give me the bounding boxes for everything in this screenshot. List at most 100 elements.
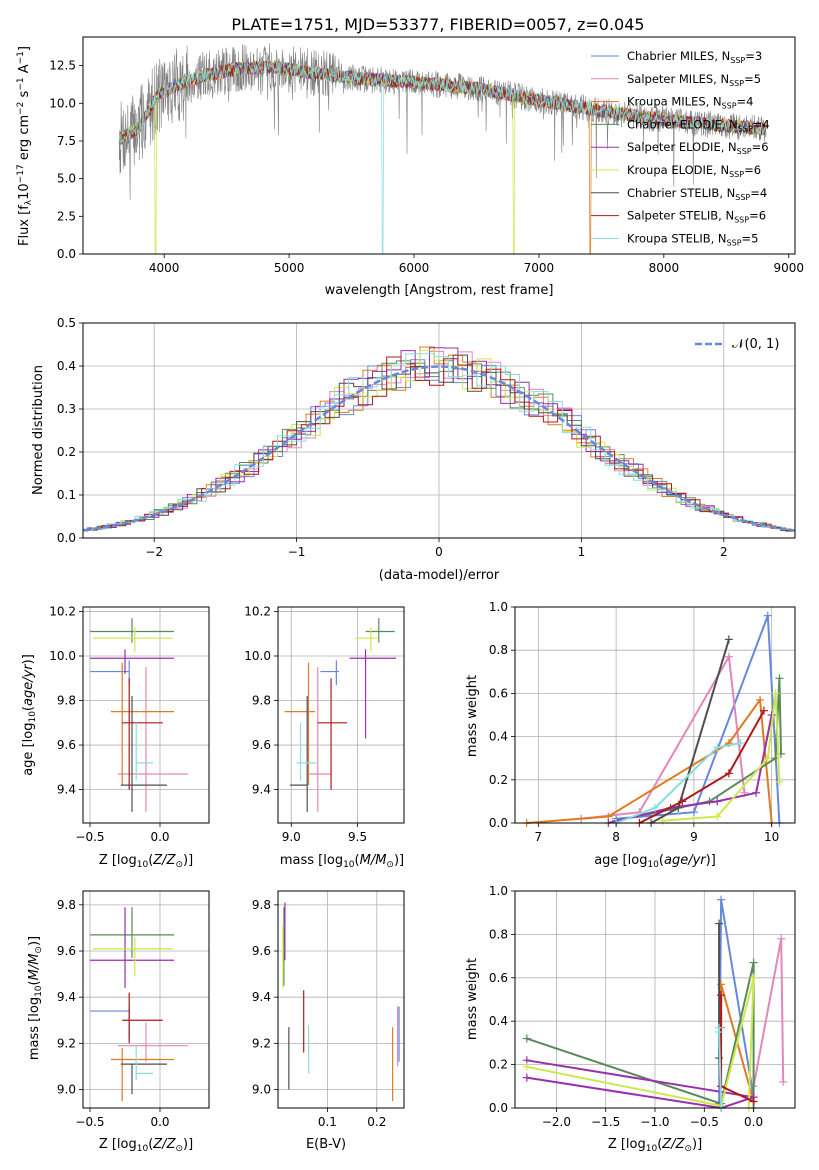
y-tick-label: 1.0 — [489, 600, 508, 614]
y-tick-label: 9.8 — [57, 694, 76, 708]
mass-weight-line — [615, 742, 741, 824]
x-tick-label: 2 — [720, 545, 728, 559]
p3-ylabel: age [log10(age/yr)] — [21, 654, 38, 776]
y-tick-label: 2.5 — [57, 209, 76, 223]
y-tick-label: 9.8 — [57, 898, 76, 912]
histogram-step-line — [83, 353, 795, 531]
y-tick-label: 9.8 — [252, 694, 271, 708]
legend-label-nssp: =4 — [753, 117, 770, 131]
spectrum-ylabel: Flux [fλ10−17 erg cm−2 s−1 A−1] — [16, 46, 34, 246]
model-spectrum-line — [118, 59, 767, 254]
legend-label: Chabrier STELIB, NSSP=4 — [627, 186, 767, 202]
x-tick-label: 0.0 — [150, 830, 169, 844]
x-tick-label: 9 — [690, 830, 698, 844]
gaussian-curve — [83, 365, 795, 532]
x-tick-label: 0.0 — [150, 1115, 169, 1129]
legend-label-nssp: =5 — [742, 231, 759, 245]
legend-label-text: Chabrier STELIB, N — [627, 186, 735, 200]
x-tick-label: 7000 — [524, 261, 555, 275]
p3-xlabel: Z [log10(Z/Z⊙)] — [99, 853, 193, 870]
y-tick-label: 0.8 — [489, 643, 508, 657]
x-tick-label: −1.5 — [591, 1115, 620, 1129]
histogram-step-line — [83, 354, 795, 533]
legend-label-subscript: SSP — [722, 102, 737, 111]
legend-label: Salpeter STELIB, NSSP=6 — [627, 209, 766, 225]
p4-xlabel: mass [log10(M/M⊙)] — [280, 853, 404, 870]
y-tick-label: 0.4 — [489, 730, 508, 744]
mass-vs-extinction-panel: 0.1 0.2 9.0 9.2 9.4 9.6 9.8 — [252, 890, 405, 1129]
x-tick-label: 8000 — [649, 261, 680, 275]
x-tick-label: 9.0 — [282, 830, 301, 844]
legend-label: Kroupa ELODIE, NSSP=6 — [627, 163, 761, 179]
spectrum-xlabel: wavelength [Angstrom, rest frame] — [325, 283, 554, 298]
y-tick-label: 10.2 — [49, 604, 76, 618]
spectrum-panel: 4000 5000 6000 7000 8000 9000 0.0 2.5 5.0 7.5 10.0… — [16, 36, 804, 298]
y-tick-label: 0.0 — [57, 247, 76, 261]
legend-label: Salpeter ELODIE, NSSP=6 — [627, 140, 769, 156]
spectrum-ticks: 4000 5000 6000 7000 8000 9000 0.0 2.5 5.0 7.5 10.0… — [49, 59, 804, 275]
panel-frame — [277, 606, 405, 824]
gaussian-legend-label: 𝒩(0, 1) — [732, 337, 779, 352]
y-tick-label: 9.6 — [57, 738, 76, 752]
x-tick-label: 5000 — [274, 261, 305, 275]
y-tick-label: 0.6 — [489, 971, 508, 985]
x-tick-label: 9.5 — [348, 830, 367, 844]
legend-label-nssp: =4 — [737, 95, 754, 109]
legend-label-subscript: SSP — [730, 56, 745, 65]
legend-label-subscript: SSP — [729, 79, 744, 88]
x-tick-label: 1 — [578, 545, 586, 559]
y-tick-label: 0.1 — [57, 488, 76, 502]
y-tick-label: 9.6 — [57, 944, 76, 958]
y-tick-label: 0.8 — [489, 927, 508, 941]
x-tick-label: −0.5 — [690, 1115, 719, 1129]
legend-label: Kroupa MILES, NSSP=4 — [627, 95, 753, 111]
panel-frame — [82, 890, 210, 1109]
panel-frame — [514, 606, 796, 824]
mass-weight-vs-metallicity-panel: −2.0 −1.5 −1.0 −0.5 0.0 0.0 0.2 0.4 0.6 0.8 1.0 — [489, 884, 796, 1129]
legend-label-subscript: SSP — [737, 147, 752, 156]
mass-weight-line — [752, 938, 785, 1087]
y-tick-label: 9.2 — [57, 1036, 76, 1050]
legend-label-nssp: =6 — [749, 209, 766, 223]
y-tick-label: 9.0 — [252, 1083, 271, 1097]
histogram-ylabel: Normed distribution — [31, 365, 46, 495]
legend-label-subscript: SSP — [729, 170, 744, 179]
x-tick-label: 0.2 — [367, 1115, 386, 1129]
y-tick-label: 9.4 — [57, 990, 76, 1004]
legend-label-nssp: =4 — [750, 186, 767, 200]
p5-xlabel: age [log10(age/yr)] — [594, 853, 716, 870]
y-tick-label: 0.0 — [489, 1101, 508, 1115]
legend-label-subscript: SSP — [734, 216, 749, 225]
p7-xlabel: E(B-V) — [306, 1137, 346, 1152]
age-vs-metallicity-panel: −0.5 0.0 9.4 9.6 9.8 10.0 10.2 — [49, 604, 210, 844]
y-tick-label: 10.0 — [49, 649, 76, 663]
legend-label: Salpeter MILES, NSSP=5 — [627, 72, 761, 88]
residual-histogram-panel: −2 −1 0 1 2 0.0 0.1 0.2 0.3 0.4 0.5 (data-model)/e… — [31, 316, 796, 583]
x-tick-label: 4000 — [149, 261, 180, 275]
histogram-legend: 𝒩(0, 1) — [695, 337, 779, 352]
x-tick-label: −1.0 — [640, 1115, 669, 1129]
x-tick-label: 10 — [764, 830, 779, 844]
legend-label-text: Chabrier ELODIE, N — [627, 117, 738, 131]
mass-weight-vs-age-panel: 7 8 9 10 0.0 0.2 0.4 0.6 0.8 1.0 — [489, 600, 796, 844]
spectrum-plot-area — [118, 43, 767, 254]
mass-weight-line — [638, 710, 765, 824]
mass-weight-line — [526, 1059, 754, 1110]
y-tick-label: 9.4 — [252, 783, 271, 797]
y-tick-label: 0.0 — [57, 531, 76, 545]
x-tick-label: 0.1 — [318, 1115, 337, 1129]
small-panel-axis-labels: Z [log10(Z/Z⊙)] age [log10(age/yr)] mass… — [21, 654, 716, 1154]
age-vs-mass-panel: 9.0 9.5 9.4 9.6 9.8 10.0 10.2 — [244, 604, 405, 844]
histogram-step-line — [83, 349, 795, 532]
legend-label: Kroupa STELIB, NSSP=5 — [627, 231, 758, 247]
y-tick-label: 0.4 — [489, 1014, 508, 1028]
y-tick-label: 0.3 — [57, 402, 76, 416]
p6-ylabel: mass [log10(M/M⊙)] — [27, 936, 44, 1060]
y-tick-label: 9.6 — [252, 738, 271, 752]
histogram-xlabel: (data-model)/error — [379, 568, 500, 583]
legend-label-subscript: SSP — [727, 238, 742, 247]
mass-vs-metallicity-panel: −0.5 0.0 9.0 9.2 9.4 9.6 9.8 — [57, 890, 210, 1129]
y-tick-label: 0.0 — [489, 816, 508, 830]
